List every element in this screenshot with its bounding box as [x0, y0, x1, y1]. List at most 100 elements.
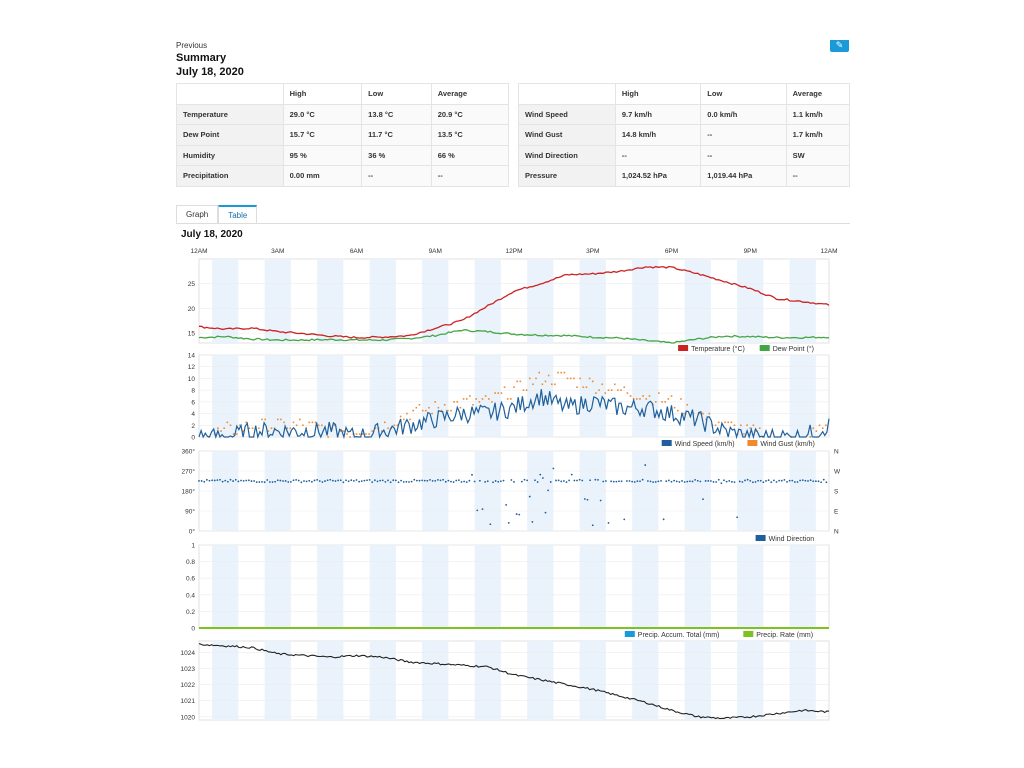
dew-point-line — [198, 329, 830, 344]
wind-direction-point — [358, 480, 361, 483]
wind-direction-point — [783, 478, 786, 481]
hour-band — [789, 259, 816, 343]
wind-gust-point — [217, 427, 219, 430]
hour-band — [212, 451, 239, 531]
row-label: Wind Direction — [518, 144, 616, 166]
table-cell: 29.0 °C — [282, 103, 363, 125]
wind-gust-point — [538, 371, 540, 374]
wind-direction-point — [536, 481, 539, 483]
hour-band — [737, 451, 764, 531]
wind-direction-point — [715, 481, 718, 483]
table-row: Wind Direction -- -- SW — [518, 144, 851, 166]
wind-gust-point — [450, 409, 452, 412]
wind-direction-point — [226, 480, 229, 483]
wind-direction-point — [759, 479, 762, 482]
wind-gust-point — [248, 427, 251, 430]
wind-gust-point — [267, 430, 270, 432]
wind-direction-point — [515, 513, 518, 515]
wind-direction-point — [788, 479, 791, 482]
wind-direction-point — [334, 480, 337, 482]
y-tick-label: 0.4 — [186, 592, 195, 599]
wind-direction-point — [547, 489, 550, 492]
previous-link[interactable]: Previous — [176, 41, 208, 50]
wind-gust-point — [689, 415, 692, 418]
hour-band — [474, 259, 501, 343]
wind-direction-point — [397, 481, 400, 484]
wind-gust-point — [812, 427, 815, 430]
wind-direction-point — [822, 478, 825, 481]
y-tick-label: 0 — [191, 626, 195, 633]
wind-direction-point — [455, 479, 458, 482]
wind-direction-point — [274, 480, 277, 483]
compass-label: N — [834, 529, 839, 536]
wind-gust-point — [280, 418, 282, 421]
wind-direction-point — [219, 478, 221, 481]
tab-graph[interactable]: Graph — [176, 205, 219, 224]
wind-direction-point — [607, 522, 610, 524]
y-tick-label: 10 — [188, 376, 196, 383]
wind-direction-point — [631, 480, 634, 483]
wind-gust-point — [547, 374, 550, 377]
table-row: Precipitation 0.00 mm -- -- — [176, 165, 510, 187]
wind-direction-point — [394, 479, 397, 482]
table-row: Temperature 29.0 °C 13.8 °C 20.9 °C — [176, 103, 510, 125]
wind-gust-point — [488, 398, 490, 400]
wind-direction-point — [229, 478, 232, 481]
hour-band — [632, 355, 659, 437]
wind-direction-point — [216, 479, 219, 482]
hour-band — [474, 451, 501, 531]
table-header — [176, 83, 284, 105]
wind-gust-point — [724, 421, 726, 424]
wind-direction-point — [457, 479, 460, 482]
edit-icon[interactable]: ✎ — [830, 40, 849, 52]
wind-gust-point — [730, 421, 733, 424]
hour-band — [684, 259, 711, 343]
wind-direction-point — [623, 518, 626, 521]
pressure-line — [198, 643, 830, 720]
tab-table[interactable]: Table — [218, 205, 258, 224]
y-tick-label: 25 — [188, 281, 196, 288]
legend-label: Dew Point (°) — [773, 345, 814, 353]
wind-direction-point — [444, 480, 447, 483]
wind-gust-point — [431, 412, 433, 415]
wind-gust-point — [743, 433, 745, 435]
wind-gust-point — [573, 377, 575, 380]
wind-direction-point — [534, 479, 536, 482]
hour-band — [632, 451, 659, 531]
wind-gust-point — [503, 386, 506, 389]
table-header — [518, 83, 616, 105]
wind-gust-point — [232, 433, 235, 435]
wind-direction-point — [450, 480, 452, 483]
wind-direction-point — [778, 479, 781, 482]
wind-direction-point — [415, 479, 418, 482]
wind-gust-point — [478, 401, 481, 403]
hour-band — [422, 451, 449, 531]
wind-gust-point — [560, 371, 563, 374]
wind-gust-point — [623, 386, 626, 389]
y-tick-label: 1022 — [181, 682, 196, 689]
hour-band — [474, 545, 501, 628]
wind-gust-point — [598, 389, 600, 391]
wind-direction-point — [413, 478, 416, 481]
wind-gust-point — [541, 383, 544, 386]
wind-direction-point — [586, 498, 589, 501]
wind-direction-point — [683, 481, 686, 483]
wind-gust-point — [658, 392, 660, 394]
wind-gust-point — [236, 433, 238, 435]
chart-panel — [198, 354, 830, 438]
wind-direction-point — [528, 495, 531, 498]
wind-direction-point — [436, 478, 439, 481]
hour-band — [789, 545, 816, 628]
table-cell: 66 % — [430, 144, 510, 166]
wind-direction-point — [728, 480, 731, 482]
wind-direction-point — [297, 479, 300, 482]
wind-direction-point — [400, 479, 403, 482]
wind-direction-point — [484, 481, 487, 483]
legend-label: Precip. Rate (mm) — [756, 632, 813, 639]
compass-label: W — [834, 469, 841, 476]
wind-direction-point — [531, 521, 534, 523]
wind-gust-point — [384, 421, 386, 424]
wind-gust-point — [223, 427, 225, 430]
wind-gust-point — [815, 430, 818, 432]
wind-direction-point — [772, 479, 775, 482]
